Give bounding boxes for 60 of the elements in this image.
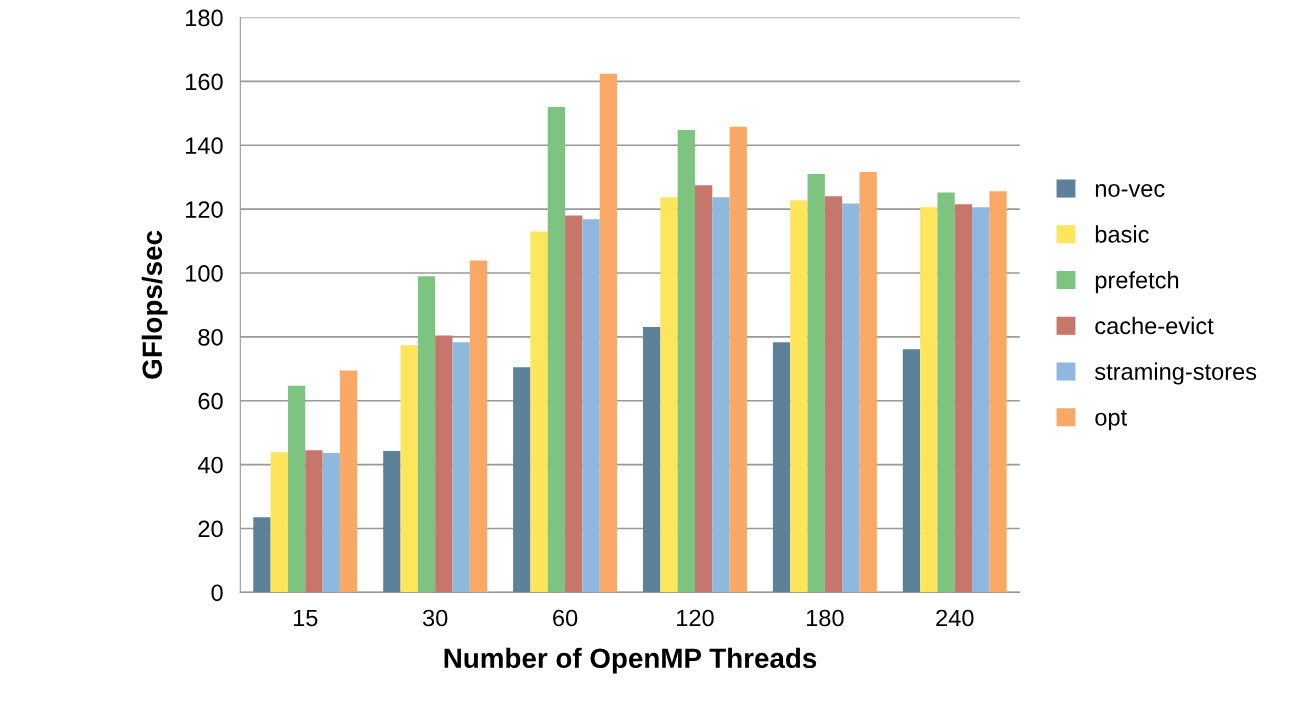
bar (937, 192, 955, 593)
bar (660, 197, 678, 593)
bar (902, 349, 921, 593)
bar (842, 203, 860, 593)
bar (954, 204, 973, 593)
bar (772, 342, 791, 593)
bar (270, 452, 288, 593)
x-tick-label: 120 (677, 609, 714, 627)
x-tick-label: 60 (553, 609, 578, 627)
bar (287, 385, 306, 593)
bar (339, 370, 358, 593)
bar (513, 367, 531, 593)
y-tick-label: 100 (186, 265, 223, 282)
legend-label: straming-stores (1094, 362, 1257, 385)
bar (599, 73, 618, 593)
bar (859, 172, 877, 593)
bar (643, 326, 661, 593)
y-tick-label: 180 (186, 9, 223, 27)
bar (712, 197, 730, 593)
bar (824, 196, 843, 593)
y-tick-label: 0 (211, 584, 223, 602)
legend-label: prefetch (1095, 271, 1179, 294)
x-tick-label: 180 (806, 609, 844, 627)
bar (729, 126, 747, 593)
bar (989, 191, 1007, 593)
y-tick-label: 40 (197, 456, 223, 474)
bar (383, 450, 401, 593)
bar (417, 276, 436, 593)
y-tick-label: 120 (186, 201, 223, 218)
bar (322, 453, 340, 593)
bar (972, 207, 990, 593)
y-axis-title: GFlops/sec (141, 230, 168, 379)
bar (920, 207, 938, 593)
bar (452, 342, 470, 593)
bar (582, 219, 600, 593)
bar (469, 260, 488, 593)
y-tick-label: 80 (198, 328, 223, 346)
y-tick-label: 20 (198, 520, 223, 538)
bar (694, 185, 713, 593)
bar (305, 450, 323, 593)
x-tick-label: 30 (422, 609, 448, 627)
bar (530, 231, 548, 593)
legend-label: no-vec (1095, 184, 1165, 197)
legend-label: basic (1095, 225, 1149, 243)
bar (807, 174, 825, 593)
y-tick-label: 60 (198, 392, 223, 410)
bar (790, 200, 808, 593)
bar (547, 106, 566, 593)
y-tick-label: 140 (186, 137, 223, 155)
legend-label: cache-evict (1095, 316, 1214, 335)
x-tick-label: 240 (936, 609, 974, 627)
bar (435, 335, 453, 593)
x-axis-title: Number of OpenMP Threads (444, 647, 817, 674)
x-tick-label: 15 (293, 609, 318, 627)
y-tick-label: 160 (186, 73, 223, 91)
bar (253, 517, 271, 593)
bar (400, 345, 418, 593)
legend-label: opt (1095, 410, 1127, 431)
bar (677, 129, 695, 593)
bar (565, 215, 583, 593)
